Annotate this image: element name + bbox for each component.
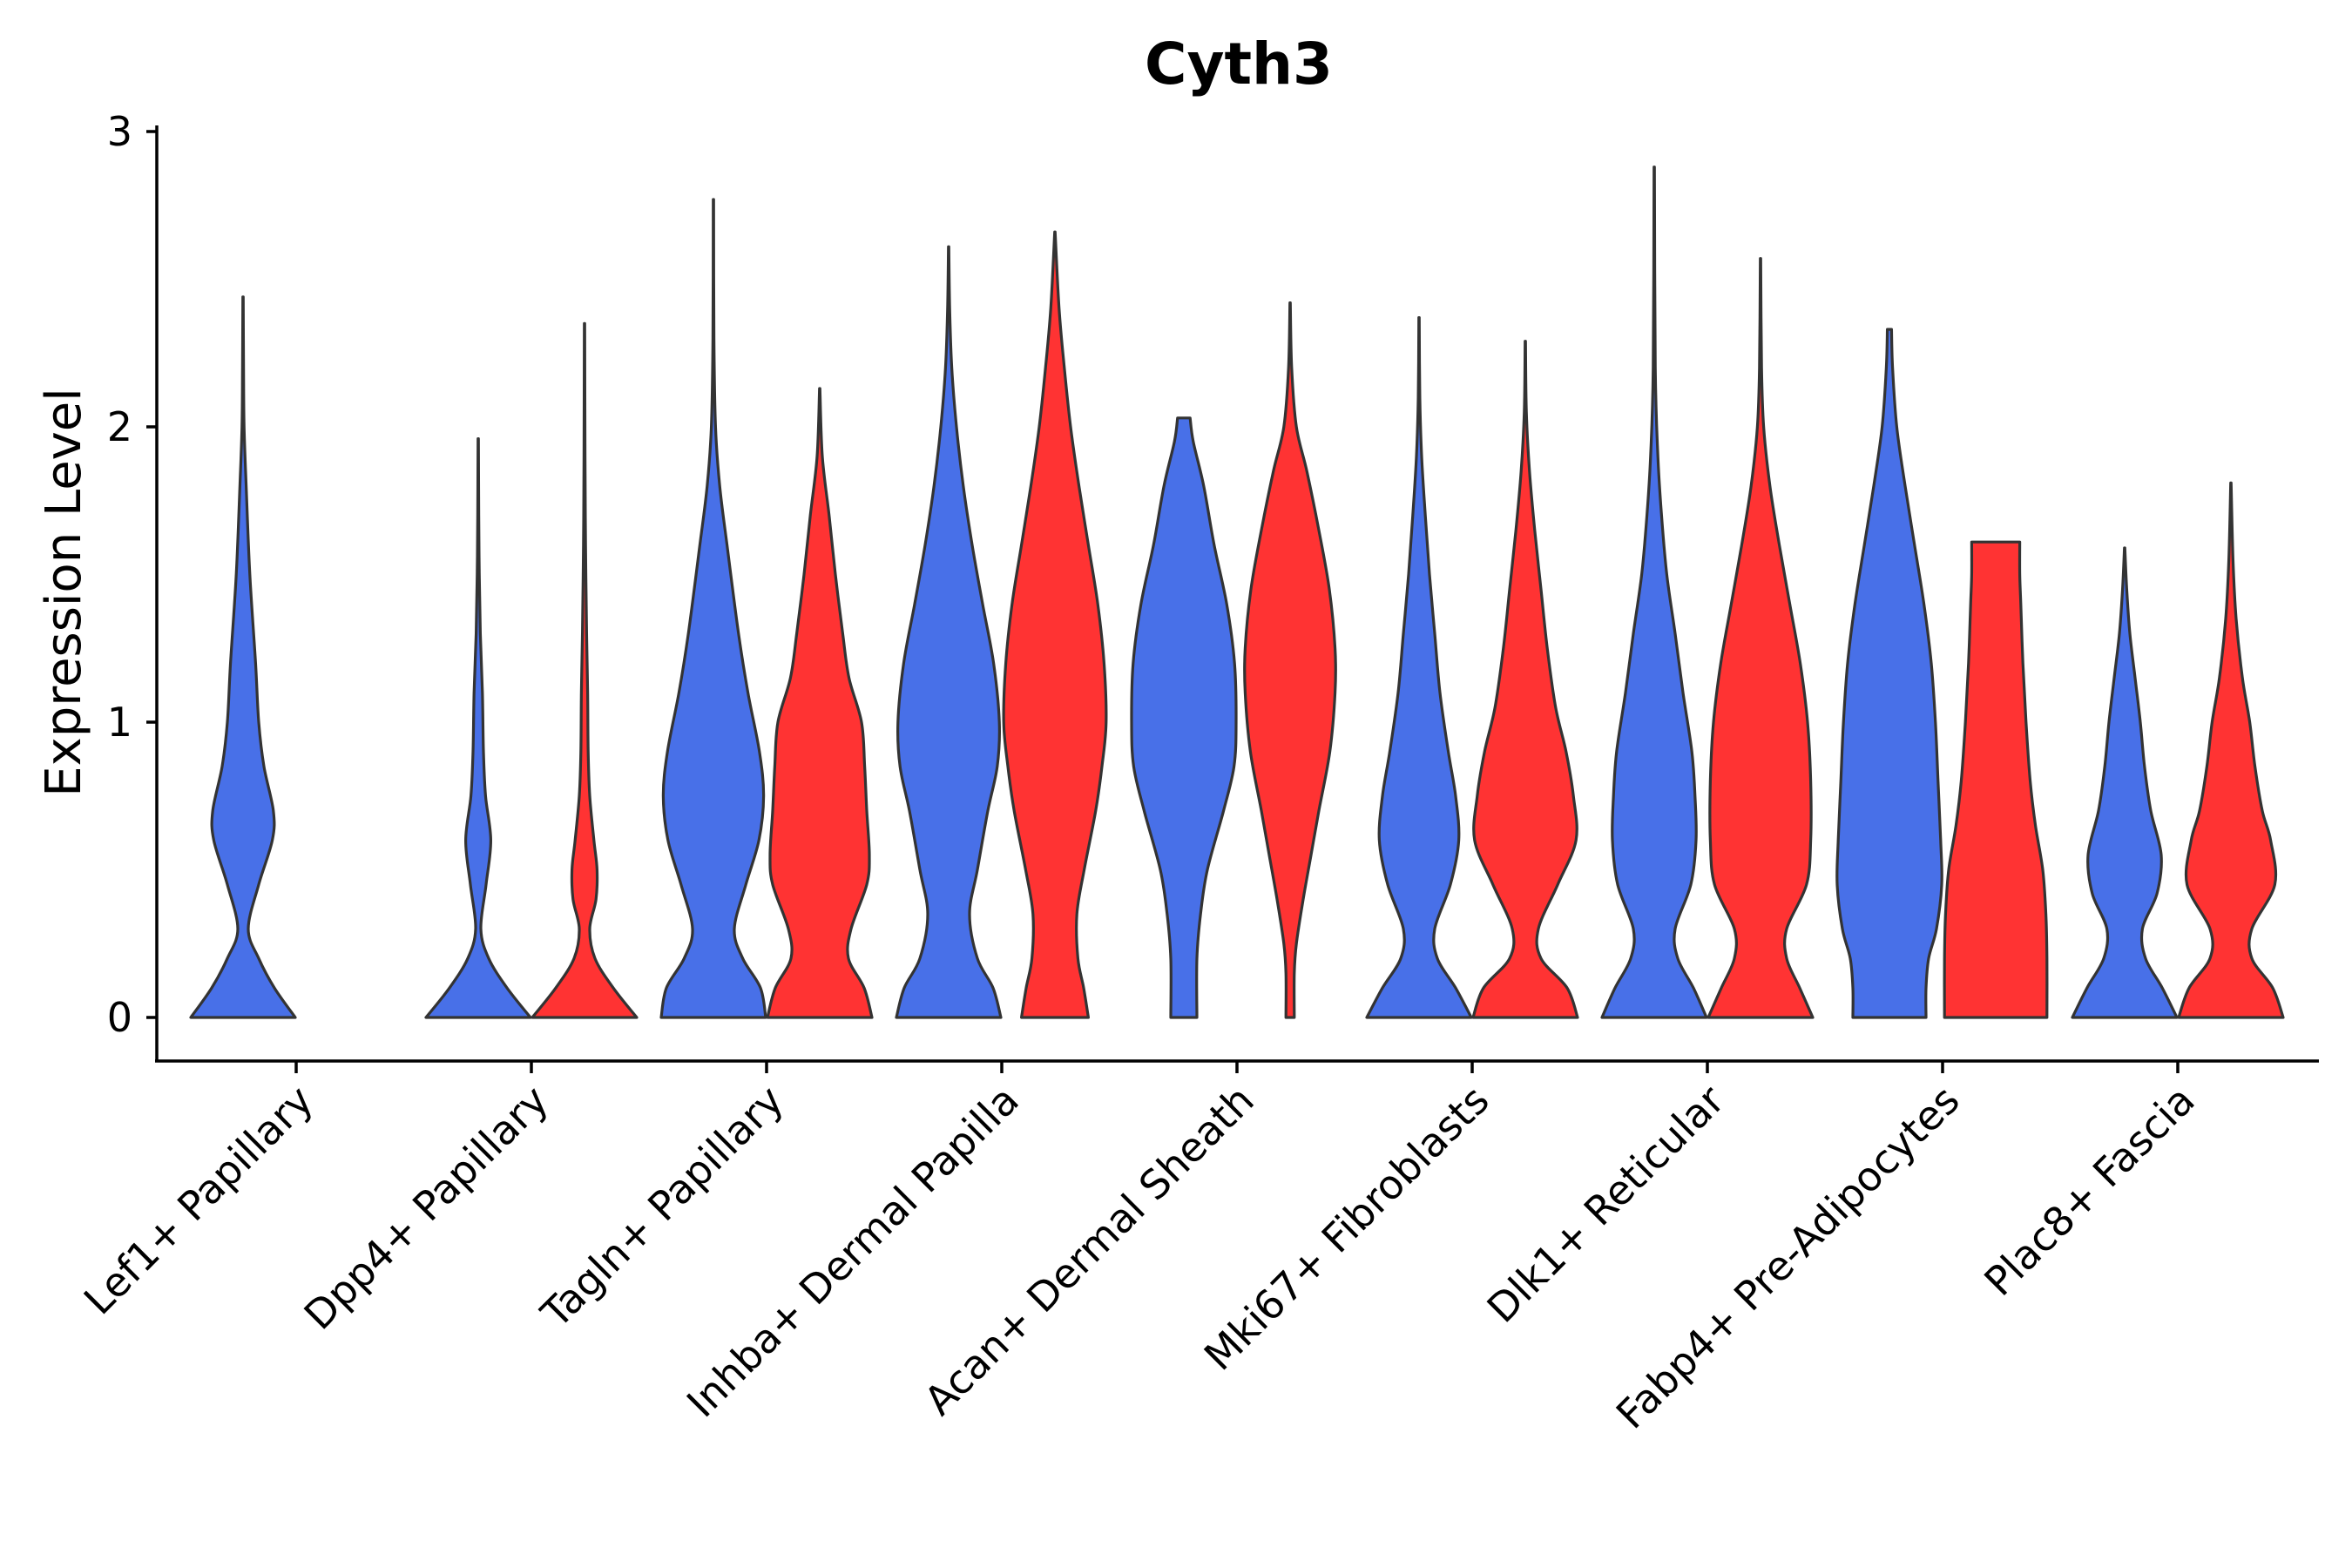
violin-inhba-dermal-papilla-b — [1002, 230, 1108, 1019]
x-tick-label: Tagln+ Papillary — [531, 1077, 793, 1338]
y-axis-label: Expression Level — [36, 388, 92, 797]
violin-fabp4-pre-adipocytes-b — [1943, 540, 2049, 1019]
violin-dlk1-reticular-b — [1707, 257, 1815, 1019]
violin-lef1-papillary-a — [189, 295, 297, 1019]
violin-dlk1-reticular-a — [1600, 166, 1708, 1019]
violin-tagln-papillary-a — [659, 198, 767, 1019]
violin-mki67-fibroblasts-b — [1471, 340, 1579, 1019]
y-tick-label: 2 — [107, 403, 132, 450]
violin-inhba-dermal-papilla-a — [895, 245, 1003, 1019]
violin-dpp4-papillary-a — [424, 436, 532, 1019]
y-tick-label: 3 — [107, 108, 132, 155]
y-ticks: 0 1 2 3 — [107, 108, 157, 1041]
violin-plac8-fascia-a — [2071, 546, 2179, 1019]
x-tick-label: Dlk1+ Reticular — [1478, 1077, 1734, 1332]
y-tick-label: 1 — [107, 699, 132, 746]
violin-plac8-fascia-b — [2177, 481, 2285, 1019]
violin-mki67-fibroblasts-a — [1365, 315, 1473, 1019]
violin-acan-dermal-sheath-a — [1130, 416, 1238, 1019]
violin-tagln-papillary-b — [766, 387, 874, 1019]
violin-fabp4-pre-adipocytes-a — [1835, 328, 1943, 1019]
x-tick-label: Lef1+ Papillary — [75, 1077, 322, 1324]
violin-dpp4-papillary-b — [531, 321, 639, 1019]
x-tick-label: Plac8+ Fascia — [1975, 1077, 2203, 1305]
x-tick-label: Dpp4+ Papillary — [295, 1077, 558, 1339]
violins-layer — [189, 166, 2285, 1019]
violin-acan-dermal-sheath-b — [1243, 301, 1337, 1019]
chart-title: Cyth3 — [1145, 30, 1333, 98]
y-tick-label: 0 — [107, 994, 132, 1041]
